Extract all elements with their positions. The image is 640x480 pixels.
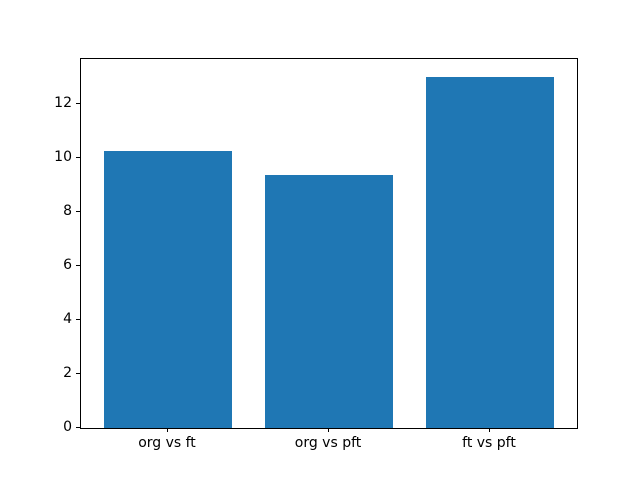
x-tick-mark (489, 428, 490, 432)
y-tick-label: 2 (63, 364, 72, 381)
y-tick-label: 12 (54, 94, 72, 111)
y-tick-mark (76, 210, 80, 212)
x-tick-mark (167, 428, 168, 432)
bar-org-vs-ft (103, 150, 233, 428)
y-tick-mark (76, 156, 80, 158)
y-tick-label: 6 (63, 256, 72, 273)
y-tick-mark (76, 372, 80, 374)
y-tick-label: 0 (63, 419, 72, 435)
y-tick-mark (76, 102, 80, 104)
y-tick-label: 4 (63, 310, 72, 327)
x-tick-label-ft-vs-pft: ft vs pft (462, 435, 516, 451)
x-tick-label-org-vs-ft: org vs ft (138, 435, 196, 451)
x-tick-mark (328, 428, 329, 432)
y-tick-mark (76, 264, 80, 266)
plot-area (80, 58, 578, 429)
y-tick-mark (76, 427, 80, 428)
y-tick-mark (76, 318, 80, 320)
y-tick-label: 8 (63, 202, 72, 219)
x-tick-label-org-vs-pft: org vs pft (294, 435, 362, 451)
bar-org-vs-pft (264, 175, 394, 428)
y-tick-label: 10 (54, 148, 72, 165)
bar-ft-vs-pft (425, 76, 555, 428)
